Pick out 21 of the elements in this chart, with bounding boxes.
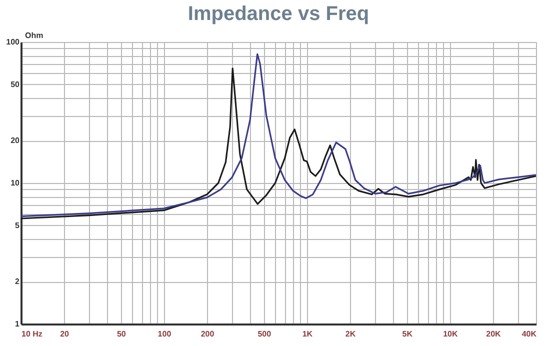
x-tick-label: 40K <box>522 330 537 338</box>
y-tick-label: 2 <box>15 277 20 286</box>
x-tick-label: 1K <box>302 330 313 338</box>
y-tick-label: 100 <box>6 38 20 46</box>
x-tick-label: 200 <box>200 330 215 338</box>
y-tick-label: 1 <box>15 320 20 328</box>
x-tick-label: 500 <box>258 330 272 338</box>
x-tick-label: 10K <box>443 330 458 338</box>
x-tick-label: 20 <box>60 330 70 338</box>
x-tick-label: 50 <box>116 330 126 338</box>
y-tick-label: 50 <box>10 80 20 89</box>
y-tick-label: 10 <box>10 178 20 188</box>
y-tick-label: 20 <box>10 136 20 146</box>
y-axis-title: Ohm <box>25 31 44 40</box>
y-tick-label: 5 <box>15 220 20 230</box>
x-tick-label: 10 Hz <box>22 330 42 338</box>
x-tick-label: 100 <box>158 330 172 338</box>
chart-title: Impedance vs Freq <box>188 3 370 25</box>
x-tick-label: 2K <box>345 330 356 338</box>
x-tick-label: 20K <box>486 330 502 338</box>
x-tick-label: 5K <box>402 330 413 338</box>
